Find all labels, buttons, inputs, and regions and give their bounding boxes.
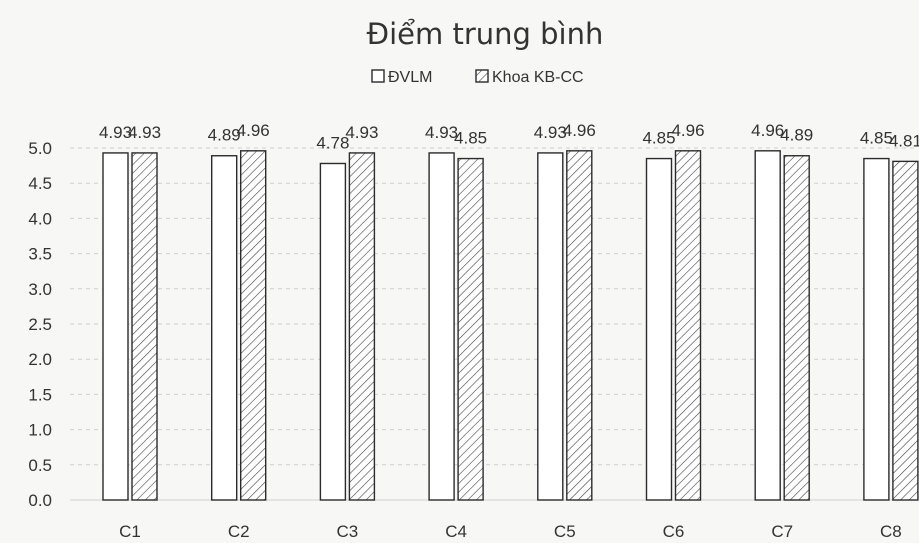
- bar-dvlm-c2: [210, 155, 238, 501]
- bar-khoa-c5: [566, 150, 593, 501]
- data-label: 4.93: [128, 123, 161, 142]
- bar-khoa-c3: [348, 152, 376, 501]
- data-label: 4.85: [860, 129, 893, 148]
- bars: [102, 150, 919, 501]
- y-tick-label: 1.0: [28, 421, 52, 440]
- data-label: 4.85: [454, 129, 487, 148]
- bar-khoa-c4: [457, 157, 484, 501]
- y-tick-label: 1.5: [28, 385, 52, 404]
- x-tick-label-c1: C1: [119, 522, 141, 541]
- data-label: 4.78: [316, 133, 349, 152]
- y-tick-label: 2.5: [28, 315, 52, 334]
- data-label: 4.81: [889, 131, 919, 150]
- data-label: 4.96: [671, 121, 704, 140]
- y-tick-label: 4.0: [28, 209, 52, 228]
- y-tick-label: 0.5: [28, 456, 52, 475]
- bar-dvlm-c6: [645, 157, 673, 501]
- x-axis-ticks: C1 C2 C3 C4 C5 C6 C7 C8: [119, 522, 902, 541]
- bar-khoa-c2: [239, 150, 267, 501]
- y-tick-label: 3.0: [28, 280, 52, 299]
- x-tick-label-c8: C8: [880, 522, 902, 541]
- bar-dvlm-c5: [537, 152, 564, 501]
- y-tick-label: 2.0: [28, 350, 52, 369]
- legend-label-khoa: Khoa KB-CC: [492, 69, 584, 86]
- y-tick-label: 0.0: [28, 491, 52, 510]
- x-tick-label-c2: C2: [228, 522, 250, 541]
- data-label: 4.85: [642, 129, 675, 148]
- legend-swatch-dvlm: [371, 69, 385, 83]
- bar-dvlm-c1: [102, 152, 129, 501]
- data-label: 4.96: [237, 121, 270, 140]
- x-tick-label-c7: C7: [771, 522, 793, 541]
- legend: ĐVLM Khoa KB-CC: [371, 69, 584, 86]
- data-labels: 4.934.93 4.894.964.784.93 4.934.85 4.934.96…: [99, 121, 919, 153]
- x-tick-label-c6: C6: [663, 522, 685, 541]
- bar-khoa-c7: [783, 155, 810, 501]
- y-axis-ticks: 0.0 0.5 1.0 1.5 2.0 2.5 3.0 3.5 4.0 4.5 5.0: [28, 139, 52, 510]
- bar-khoa-c8: [892, 160, 919, 501]
- legend-swatch-khoa: [475, 69, 489, 83]
- data-label: 4.93: [425, 123, 458, 142]
- bar-dvlm-c3: [319, 162, 347, 501]
- bar-khoa-c6: [674, 150, 702, 501]
- data-label: 4.89: [780, 126, 813, 145]
- y-tick-label: 3.5: [28, 245, 52, 264]
- chart-title: Điểm trung bình: [367, 17, 604, 51]
- data-label: 4.93: [534, 123, 567, 142]
- x-tick-label-c3: C3: [337, 522, 359, 541]
- data-label: 4.96: [563, 121, 596, 140]
- data-label: 4.96: [751, 121, 784, 140]
- data-label: 4.89: [208, 126, 241, 145]
- bar-khoa-c1: [131, 152, 158, 501]
- legend-label-dvlm: ĐVLM: [388, 69, 432, 86]
- x-tick-label-c4: C4: [445, 522, 467, 541]
- x-tick-label-c5: C5: [554, 522, 576, 541]
- bar-dvlm-c4: [428, 152, 455, 501]
- data-label: 4.93: [99, 123, 132, 142]
- y-tick-label: 5.0: [28, 139, 52, 158]
- bar-dvlm-c8: [863, 157, 890, 501]
- data-label: 4.93: [345, 123, 378, 142]
- y-tick-label: 4.5: [28, 174, 52, 193]
- bar-dvlm-c7: [754, 150, 781, 501]
